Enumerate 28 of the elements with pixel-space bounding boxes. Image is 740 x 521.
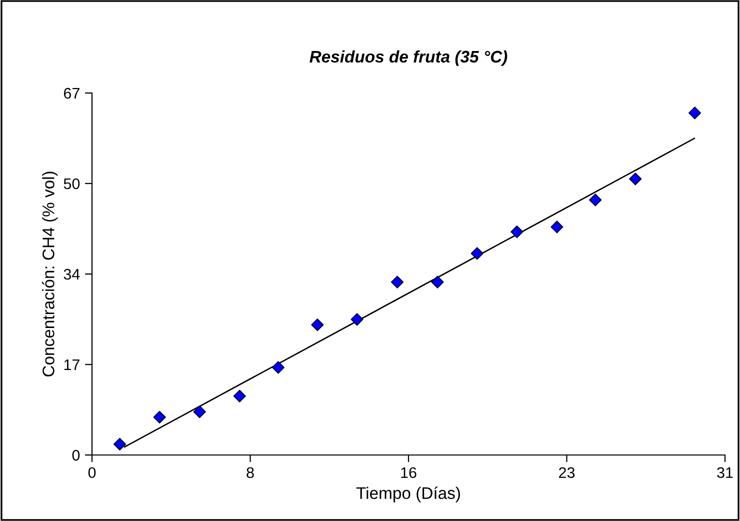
x-axis-title: Tiempo (Días) <box>356 486 460 502</box>
chart-title: Residuos de fruta (35 °C) <box>310 50 508 66</box>
x-tick-label: 31 <box>717 467 733 478</box>
x-tick-label: 16 <box>401 467 416 478</box>
point <box>350 313 364 326</box>
point <box>193 405 206 418</box>
point <box>470 247 484 260</box>
point <box>688 106 702 120</box>
point <box>233 390 246 402</box>
point <box>311 318 324 332</box>
y-tick-label: 0 <box>72 450 80 461</box>
y-tick-label: 34 <box>64 268 80 280</box>
point <box>113 438 126 451</box>
point <box>510 226 524 238</box>
point <box>550 220 564 234</box>
point <box>589 194 602 206</box>
y-tick-label: 17 <box>64 360 80 370</box>
y-axis-title: Concentración: CH4 (% vol) <box>42 172 58 376</box>
point <box>153 410 166 424</box>
y-tick-label: 67 <box>64 88 80 99</box>
x-tick-label: 8 <box>246 467 254 478</box>
x-tick-label: 23 <box>559 467 575 478</box>
x-tick-label: 0 <box>88 467 96 478</box>
point <box>629 172 642 186</box>
point <box>390 276 404 288</box>
point <box>272 361 285 374</box>
y-tick-label: 50 <box>64 178 80 190</box>
point <box>431 276 444 288</box>
